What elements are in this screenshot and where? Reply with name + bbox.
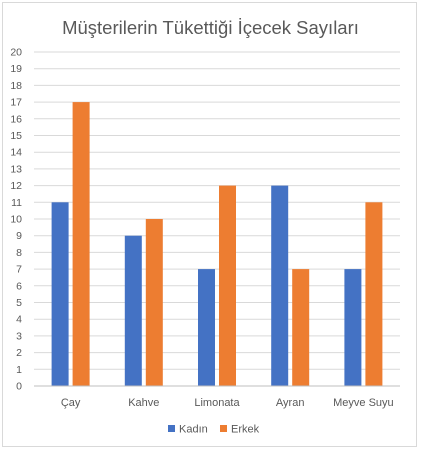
bar-kadın-4 (344, 269, 362, 386)
x-axis-ticks: Çay Kahve Limonata Ayran Meyve Suyu (61, 397, 394, 409)
y-tick-label: 11 (11, 197, 22, 209)
bar-kadın-2 (198, 269, 215, 386)
y-tick-label: 8 (16, 247, 22, 259)
y-tick-label: 7 (16, 264, 22, 276)
bar-kadın-0 (51, 202, 69, 386)
x-tick-label: Çay (61, 397, 81, 409)
bar-erkek-2 (219, 185, 236, 386)
x-tick-label: Meyve Suyu (333, 397, 394, 409)
y-tick-label: 19 (10, 63, 22, 75)
y-tick-label: 1 (16, 364, 22, 376)
legend-swatch-erkek (220, 425, 227, 432)
bar-erkek-3 (292, 269, 310, 386)
bar-erkek-4 (365, 202, 383, 386)
x-tick-label: Kahve (128, 397, 159, 409)
y-tick-label: 13 (10, 163, 22, 175)
legend: Kadın Erkek (168, 424, 260, 436)
bar-erkek-0 (72, 102, 90, 386)
y-tick-label: 15 (10, 130, 22, 142)
y-tick-label: 3 (16, 330, 22, 342)
y-tick-label: 2 (16, 347, 22, 359)
y-tick-label: 9 (16, 230, 22, 242)
y-tick-label: 14 (10, 147, 22, 159)
y-tick-label: 4 (16, 314, 22, 326)
y-tick-label: 10 (10, 214, 22, 226)
y-tick-label: 17 (10, 97, 22, 109)
x-tick-label: Ayran (276, 397, 305, 409)
legend-swatch-kadın (168, 425, 175, 432)
bar-erkek-1 (145, 219, 163, 386)
chart-title: Müşterilerin Tükettiği İçecek Sayıları (62, 17, 359, 38)
y-tick-label: 18 (10, 80, 22, 92)
y-tick-label: 16 (10, 113, 22, 125)
x-tick-label: Limonata (194, 397, 240, 409)
y-tick-label: 12 (10, 180, 22, 192)
legend-label: Kadın (179, 424, 208, 436)
y-tick-label: 6 (16, 280, 22, 292)
legend-label: Erkek (231, 424, 260, 436)
y-tick-label: 0 (16, 381, 22, 393)
y-tick-label: 20 (10, 47, 22, 59)
gridlines (34, 51, 400, 370)
bars (51, 102, 383, 386)
y-tick-label: 5 (16, 297, 22, 309)
bar-kadın-1 (124, 235, 142, 386)
bar-kadın-3 (271, 185, 289, 386)
